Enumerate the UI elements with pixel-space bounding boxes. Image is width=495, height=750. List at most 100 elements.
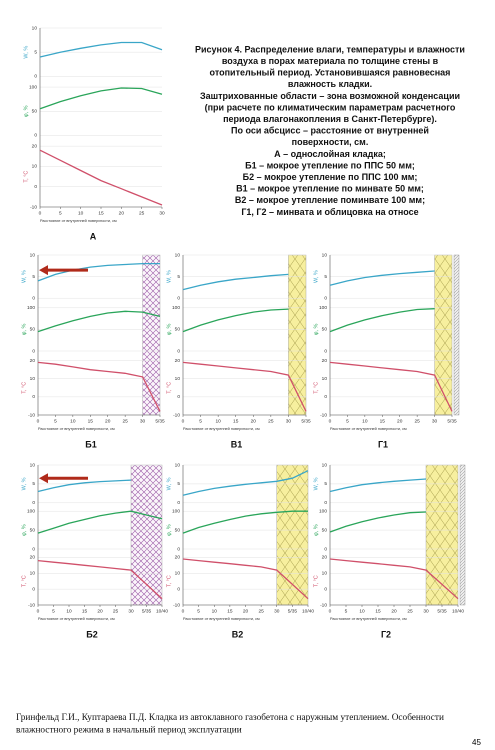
y-tick-label: 0 bbox=[324, 295, 327, 301]
x-tick-label: 20 bbox=[391, 608, 397, 614]
chart-title: В1 bbox=[231, 439, 243, 449]
x-tick-label: 5 bbox=[54, 418, 57, 424]
x-axis-label: Расстояние от внутренней поверхности, см bbox=[330, 427, 407, 431]
panel-label: W, % bbox=[313, 477, 319, 490]
caption-line: (при расчете по климатическим параметрам… bbox=[205, 102, 456, 112]
y-tick-label: -10 bbox=[320, 602, 327, 608]
y-tick-label: 20 bbox=[30, 358, 36, 364]
x-tick-label: 25 bbox=[113, 608, 119, 614]
y-tick-label: 100 bbox=[319, 305, 327, 311]
y-tick-label: 20 bbox=[322, 358, 328, 364]
y-tick-label: 50 bbox=[30, 527, 36, 533]
y-tick-label: 20 bbox=[175, 358, 181, 364]
y-tick-label: 10 bbox=[30, 571, 36, 577]
y-tick-label: 10 bbox=[175, 376, 181, 382]
x-tick-label: 0 bbox=[329, 608, 332, 614]
y-tick-label: 10 bbox=[32, 164, 38, 170]
x-tick-label: 0 bbox=[182, 608, 185, 614]
panel-label: φ, % bbox=[23, 105, 29, 117]
footer-line: влажностного режима в начальный период э… bbox=[16, 725, 242, 736]
y-tick-label: -10 bbox=[28, 412, 35, 418]
x-tick-label: 10 bbox=[362, 418, 368, 424]
x-tick-label: 5/35 bbox=[301, 418, 311, 424]
x-tick-label: 25 bbox=[268, 418, 274, 424]
data-line bbox=[329, 270, 435, 286]
x-axis-label: Расстояние от внутренней поверхности, см bbox=[38, 617, 115, 621]
x-tick-label: 15 bbox=[233, 418, 239, 424]
y-tick-label: 5 bbox=[32, 274, 35, 280]
y-tick-label: 0 bbox=[324, 394, 327, 400]
x-tick-label: 10/40 bbox=[452, 608, 464, 614]
x-tick-label: 30 bbox=[432, 418, 438, 424]
data-line bbox=[39, 149, 163, 206]
caption-line: отопительный период. Установившаяся равн… bbox=[210, 68, 451, 78]
data-line bbox=[329, 361, 453, 412]
panel-label: T, °C bbox=[21, 575, 27, 587]
caption-line: Г1, Г2 – минвата и облицовка на относе bbox=[241, 207, 418, 217]
panel-label: φ, % bbox=[21, 524, 27, 536]
x-tick-label: 15 bbox=[227, 608, 233, 614]
x-tick-label: 10 bbox=[212, 608, 218, 614]
chart-title: А bbox=[90, 231, 97, 241]
data-line bbox=[182, 308, 289, 333]
x-tick-label: 10/40 bbox=[302, 608, 314, 614]
x-tick-label: 5 bbox=[197, 608, 200, 614]
y-tick-label: 0 bbox=[32, 348, 35, 354]
chart-title: Г2 bbox=[381, 629, 391, 639]
data-line bbox=[182, 273, 289, 291]
x-tick-label: 10 bbox=[70, 418, 76, 424]
panel-label: φ, % bbox=[313, 524, 319, 536]
data-line bbox=[329, 478, 427, 493]
y-tick-label: 10 bbox=[322, 571, 328, 577]
y-tick-label: 5 bbox=[32, 481, 35, 487]
x-tick-label: 10 bbox=[66, 608, 72, 614]
data-line bbox=[39, 87, 163, 110]
caption-line: периода влагонакопления в Санкт-Петербур… bbox=[223, 114, 437, 124]
caption-line: воздуха в порах материала по толщине сте… bbox=[222, 56, 439, 66]
x-tick-label: 5 bbox=[346, 418, 349, 424]
panel-label: φ, % bbox=[313, 324, 319, 336]
y-tick-label: 50 bbox=[322, 527, 328, 533]
y-tick-label: 10 bbox=[322, 252, 328, 258]
y-tick-label: 5 bbox=[177, 274, 180, 280]
x-tick-label: 15 bbox=[82, 608, 88, 614]
x-tick-label: 5 bbox=[345, 608, 348, 614]
x-tick-label: 15 bbox=[380, 418, 386, 424]
x-tick-label: 30 bbox=[423, 608, 429, 614]
y-tick-label: 50 bbox=[175, 327, 181, 333]
insulation-layer bbox=[276, 464, 309, 606]
data-line bbox=[329, 308, 435, 333]
caption-line: По оси абсцисс – расстояние от внутренне… bbox=[231, 126, 429, 136]
x-tick-label: 25 bbox=[139, 210, 145, 216]
data-line bbox=[182, 470, 309, 496]
x-tick-label: 30 bbox=[159, 210, 165, 216]
caption-line: Рисунок 4. Распределение влаги, температ… bbox=[195, 44, 465, 54]
x-axis-label: Расстояние от внутренней поверхности, см bbox=[183, 427, 260, 431]
x-tick-label: 5/35 bbox=[288, 608, 298, 614]
arrow-head bbox=[39, 473, 48, 484]
y-tick-label: 20 bbox=[32, 143, 38, 149]
data-line bbox=[329, 558, 459, 600]
y-tick-label: 0 bbox=[177, 348, 180, 354]
x-tick-label: 15 bbox=[88, 418, 94, 424]
x-tick-label: 15 bbox=[98, 210, 104, 216]
data-line bbox=[329, 511, 427, 533]
y-tick-label: 10 bbox=[175, 252, 181, 258]
panel-label: W, % bbox=[166, 270, 172, 283]
panel-label: T, °C bbox=[166, 575, 172, 587]
x-tick-label: 25 bbox=[414, 418, 420, 424]
y-tick-label: -10 bbox=[30, 204, 37, 210]
y-tick-label: 10 bbox=[175, 571, 181, 577]
y-tick-label: 100 bbox=[29, 84, 37, 90]
panel-label: φ, % bbox=[166, 524, 172, 536]
data-line bbox=[182, 510, 308, 534]
chart-title: В2 bbox=[232, 629, 244, 639]
y-tick-label: 0 bbox=[32, 394, 35, 400]
y-tick-label: 0 bbox=[324, 586, 327, 592]
x-tick-label: 30 bbox=[128, 608, 134, 614]
x-tick-label: 5/35 bbox=[437, 608, 447, 614]
panel-label: W, % bbox=[21, 270, 27, 283]
panel-label: T, °C bbox=[21, 382, 27, 394]
y-tick-label: 20 bbox=[322, 555, 328, 561]
